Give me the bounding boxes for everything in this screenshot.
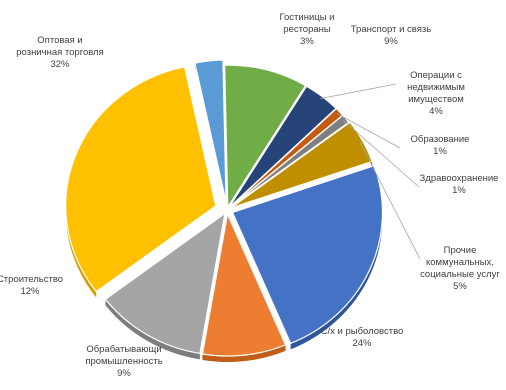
pie-slice [65, 66, 217, 293]
slice-category: Гостиницы и [280, 12, 335, 23]
slice-label: Здравоохранение 1% [420, 173, 499, 196]
leader-line [320, 83, 397, 99]
pie-slices [65, 59, 384, 362]
leader-line [337, 113, 401, 149]
slice-category: С/х и рыболовство [321, 326, 404, 337]
pie-slice-side [202, 344, 286, 362]
slice-category: рестораны [283, 24, 331, 35]
slice-label: Строительство 12% [0, 274, 63, 297]
leader-line [359, 142, 421, 260]
slice-value: 24% [352, 338, 372, 349]
pie-slice [230, 121, 373, 209]
slice-category: имуществом [408, 94, 464, 105]
slice-label: Образование 1% [411, 134, 470, 157]
pie-slice [201, 211, 287, 357]
pie-slice [224, 64, 307, 210]
slice-label: С/х и рыболовство 24% [321, 326, 404, 349]
slice-value: 32% [50, 59, 70, 70]
slice-label: Гостиницы и рестораны 3% [280, 12, 335, 47]
slice-label: Транспорт и связь 9% [351, 24, 431, 47]
slice-category: Обрабатывающи [86, 344, 161, 355]
slice-label: Прочие коммунальных, социальные услуг 5% [420, 245, 500, 292]
slice-category: Оптовая и [37, 35, 82, 46]
slice-category: розничная торговля [16, 47, 104, 58]
pie-slice-side [105, 299, 200, 360]
slice-value: 1% [433, 146, 447, 157]
slice-category: Образование [411, 134, 470, 145]
leader-line [343, 120, 420, 188]
slice-category: Здравоохранение [420, 173, 499, 184]
slice-category: Прочие [444, 245, 477, 256]
slice-label: Операции с недвижимым имуществом 4% [407, 70, 465, 117]
leader-lines [320, 83, 421, 260]
slice-category: Транспорт и связь [351, 24, 431, 35]
slice-category: коммунальных, [426, 257, 494, 268]
slice-label: Обрабатывающи промышленность 9% [85, 344, 162, 379]
slice-value: 1% [452, 185, 466, 196]
pie-slice [194, 59, 227, 203]
slice-category: социальные услуг [420, 269, 500, 280]
slice-value: 9% [117, 368, 131, 379]
pie-slice [104, 212, 226, 355]
slice-category: недвижимым [407, 82, 465, 93]
slice-label: Оптовая и розничная торговля 32% [16, 35, 104, 70]
slice-value: 5% [453, 281, 467, 292]
slice-value: 12% [20, 286, 40, 297]
slice-labels: Гостиницы и рестораны 3%Транспорт и связь 9… [0, 12, 500, 379]
slice-category: Операции с [410, 70, 462, 81]
pie-slice [231, 164, 384, 345]
slice-value: 3% [300, 36, 314, 47]
slice-value: 9% [384, 36, 398, 47]
slice-category: Строительство [0, 274, 63, 285]
slice-value: 4% [429, 106, 443, 117]
slice-category: промышленность [85, 356, 162, 367]
